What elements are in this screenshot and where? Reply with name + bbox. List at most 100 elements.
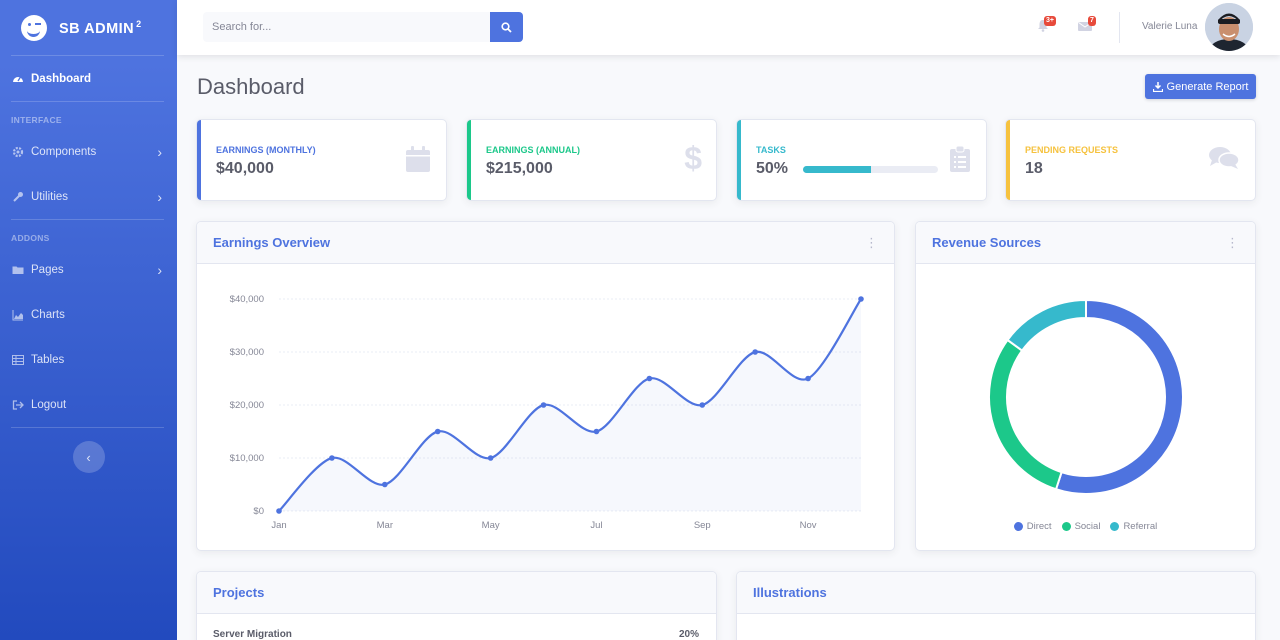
stat-card-earnings-annual: Earnings (Annual) $215,000 $ xyxy=(466,119,717,201)
chevron-right-icon: › xyxy=(157,261,162,278)
pie-slice-direct[interactable] xyxy=(1054,298,1184,495)
sidebar-item-pages[interactable]: Pages › xyxy=(0,247,177,292)
card-accent-border xyxy=(197,120,201,200)
data-point[interactable] xyxy=(329,455,335,461)
folder-icon xyxy=(12,266,24,274)
stat-card-earnings-monthly: Earnings (Monthly) $40,000 xyxy=(196,119,447,201)
data-point[interactable] xyxy=(593,428,600,435)
stat-label: Earnings (Annual) xyxy=(486,145,580,155)
chart-legend: Direct Social Referral xyxy=(916,521,1255,532)
stat-value: $40,000 xyxy=(216,160,274,177)
legend-item: Direct xyxy=(1013,521,1052,532)
sidebar-item-components[interactable]: Components › xyxy=(0,129,177,174)
user-photo xyxy=(1205,3,1253,51)
x-tick-label: Sep xyxy=(694,520,711,531)
legend-dot xyxy=(1110,522,1120,531)
stat-label: Tasks xyxy=(756,145,786,155)
sidebar-item-label: Dashboard xyxy=(31,72,92,85)
stat-value: 50% xyxy=(756,160,789,177)
pie-slice-social[interactable] xyxy=(988,338,1063,491)
legend-label: Direct xyxy=(1026,521,1052,532)
card-header: Illustrations xyxy=(737,572,1255,614)
data-point[interactable] xyxy=(434,428,441,435)
data-point[interactable] xyxy=(699,402,706,408)
chart-area-icon xyxy=(12,309,23,320)
ellipsis-vertical-icon[interactable]: ⋮ xyxy=(865,234,878,250)
data-point[interactable] xyxy=(805,375,811,382)
data-point[interactable] xyxy=(646,375,653,382)
brand[interactable]: SB ADMIN 2 xyxy=(0,0,177,55)
download-icon xyxy=(1152,81,1163,92)
sidebar-heading-interface: INTERFACE xyxy=(11,115,62,125)
x-tick-label: Mar xyxy=(377,520,393,531)
generate-report-button[interactable]: Generate Report xyxy=(1145,74,1256,99)
pie-slice-referral[interactable] xyxy=(1006,298,1087,352)
data-point[interactable] xyxy=(487,455,494,461)
card-accent-border xyxy=(737,120,741,200)
revenue-donut-chart xyxy=(988,298,1184,495)
messages-badge: 7 xyxy=(1088,16,1096,26)
legend-label: Referral xyxy=(1123,521,1158,532)
project-row: Server Migration 20% xyxy=(213,629,699,640)
earnings-area-chart: $0 $10,000 $20,000 $30,000 $40,000 Jan Mar May J… xyxy=(230,294,864,531)
sidebar-toggle-button[interactable]: ‹ xyxy=(72,441,105,473)
clipboard-list-icon xyxy=(950,146,970,172)
ellipsis-vertical-icon[interactable]: ⋮ xyxy=(1226,234,1239,250)
data-point[interactable] xyxy=(276,508,282,514)
stat-label: Pending Requests xyxy=(1025,145,1119,155)
data-point[interactable] xyxy=(858,296,864,302)
sign-out-icon xyxy=(12,399,24,410)
earnings-overview-card: Earnings Overview ⋮ $0 $10,000 $20,000 $30,… xyxy=(196,221,895,551)
data-point[interactable] xyxy=(382,481,388,488)
search-form xyxy=(203,12,523,42)
sidebar-item-label: Utilities xyxy=(31,190,69,203)
card-header: Projects xyxy=(197,572,716,614)
messages-button[interactable]: 7 xyxy=(1078,16,1096,37)
comments-icon xyxy=(1209,147,1239,169)
sidebar-item-label: Components xyxy=(31,145,97,158)
stat-value: $215,000 xyxy=(486,160,553,177)
card-accent-border xyxy=(1006,120,1010,200)
sidebar-divider xyxy=(11,219,164,220)
search-button[interactable] xyxy=(490,12,523,42)
y-tick-label: $30,000 xyxy=(230,347,264,358)
sidebar-item-logout[interactable]: Logout xyxy=(0,382,177,427)
search-input[interactable] xyxy=(203,12,490,42)
table-icon xyxy=(12,354,24,365)
projects-card: Projects Server Migration 20% xyxy=(196,571,717,640)
project-percent: 20% xyxy=(678,629,699,640)
legend-dot xyxy=(1061,522,1071,531)
sidebar-divider xyxy=(11,427,164,428)
x-tick-label: Nov xyxy=(800,520,817,531)
sidebar-item-label: Charts xyxy=(31,308,65,321)
tachometer-icon xyxy=(13,76,23,82)
stat-label: Earnings (Monthly) xyxy=(216,145,316,155)
progress-fill xyxy=(803,166,871,173)
sidebar-item-dashboard[interactable]: Dashboard xyxy=(0,56,177,101)
x-tick-label: May xyxy=(482,520,500,531)
sidebar-item-tables[interactable]: Tables xyxy=(0,337,177,382)
data-point[interactable] xyxy=(540,402,547,408)
stat-card-pending-requests: Pending Requests 18 xyxy=(1005,119,1256,201)
chevron-left-icon: ‹ xyxy=(86,449,91,465)
alerts-button[interactable]: 3+ xyxy=(1037,16,1056,37)
data-point[interactable] xyxy=(752,349,758,355)
stat-value: 18 xyxy=(1025,160,1043,177)
legend-item: Referral xyxy=(1110,521,1157,532)
area-fill xyxy=(279,299,861,511)
alerts-badge: 3+ xyxy=(1044,16,1056,26)
y-tick-label: $0 xyxy=(253,506,264,517)
laugh-wink-icon xyxy=(21,14,47,41)
sidebar-item-utilities[interactable]: Utilities › xyxy=(0,174,177,219)
sidebar-item-charts[interactable]: Charts xyxy=(0,292,177,337)
tasks-progress-bar xyxy=(803,166,938,173)
cog-icon xyxy=(12,146,24,157)
legend-dot xyxy=(1013,522,1023,531)
user-name[interactable]: Valerie Luna xyxy=(1142,21,1198,32)
card-title: Projects xyxy=(213,585,265,600)
sidebar-divider xyxy=(11,55,164,56)
x-tick-label: Jul xyxy=(590,520,602,531)
card-title: Revenue Sources xyxy=(932,235,1042,250)
card-header: Earnings Overview ⋮ xyxy=(197,222,894,264)
avatar[interactable] xyxy=(1205,3,1253,51)
